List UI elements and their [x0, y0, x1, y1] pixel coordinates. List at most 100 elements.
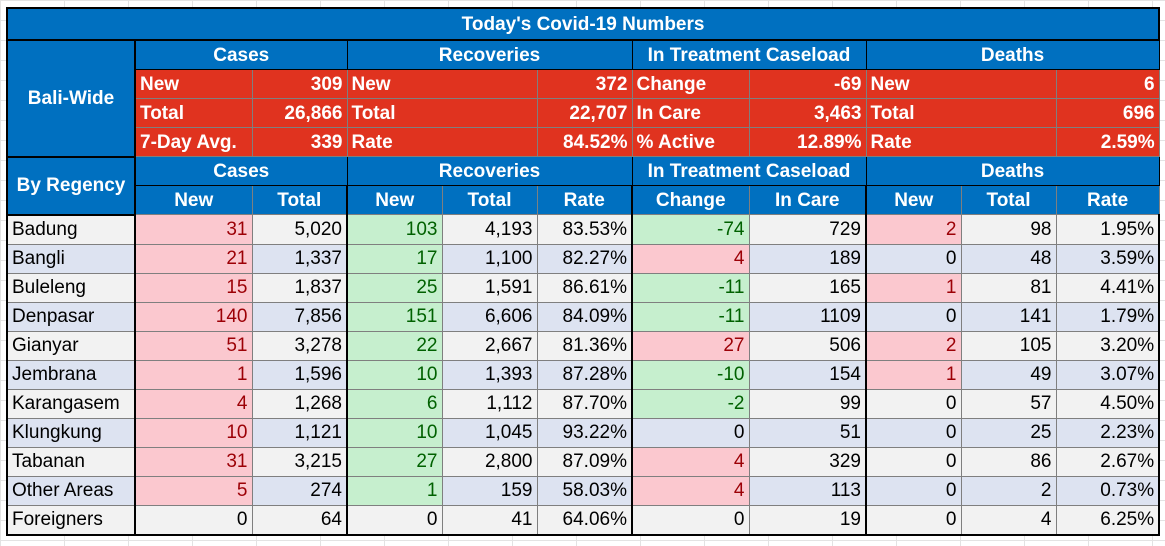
table-row: Bangli 21 1,337 17 1,100 82.27% 4 189 0 48 3.59%	[6, 243, 1161, 274]
table-cell: 0	[631, 417, 750, 448]
regency-name: Buleleng	[6, 272, 136, 303]
table-cell: 1,393	[441, 359, 538, 390]
column-header: New	[346, 185, 443, 215]
table-cell: 21	[134, 243, 253, 274]
cases-header: Cases	[134, 156, 348, 186]
deaths-header: Deaths	[865, 156, 1160, 186]
bali-wide-row: Total 26,866 Total 22,707 In Care 3,463 …	[7, 98, 1160, 128]
table-cell: -11	[631, 272, 750, 303]
covid-numbers-table: Today's Covid-19 Numbers Bali-Wide Cases…	[5, 7, 1161, 536]
table-cell: 2	[865, 330, 962, 361]
table-cell: 58.03%	[536, 475, 633, 506]
table-cell: 1	[865, 272, 962, 303]
cases-header: Cases	[134, 39, 348, 70]
table-cell: 41	[441, 504, 538, 536]
table-cell: 3,215	[251, 446, 348, 477]
table-cell: 86	[960, 446, 1057, 477]
table-cell: 274	[251, 475, 348, 506]
table-cell: 4	[134, 388, 253, 419]
table-cell: 4.41%	[1055, 272, 1161, 303]
bali-cases-label: Total	[134, 98, 253, 128]
table-cell: 51	[134, 330, 253, 361]
table-cell: 2	[865, 214, 962, 245]
column-header: Change	[631, 185, 750, 215]
regency-name: Tabanan	[6, 446, 136, 477]
table-cell: 6,606	[441, 301, 538, 332]
deaths-header: Deaths	[865, 39, 1160, 70]
table-cell: 1	[346, 475, 443, 506]
regency-name: Jembrana	[6, 359, 136, 390]
bali-cases-value: 309	[251, 69, 348, 99]
bali-deaths-value: 2.59%	[1055, 127, 1160, 157]
treatment-header: In Treatment Caseload	[631, 39, 867, 70]
table-cell: 0	[865, 475, 962, 506]
bali-treatment-value: 12.89%	[748, 127, 867, 157]
column-header: Rate	[1055, 185, 1160, 215]
bali-deaths-label: New	[865, 69, 1057, 99]
by-regency-label: By Regency	[6, 155, 136, 216]
table-cell: 81.36%	[536, 330, 633, 361]
table-row: Karangasem 4 1,268 6 1,112 87.70% -2 99 0 57 4.50%	[6, 388, 1161, 419]
table-row: Jembrana 1 1,596 10 1,393 87.28% -10 154 1 49 3.07…	[6, 359, 1161, 390]
table-cell: 0	[865, 504, 962, 536]
bali-deaths-value: 6	[1055, 69, 1160, 99]
table-cell: 2.23%	[1055, 417, 1161, 448]
regency-name: Karangasem	[6, 388, 136, 419]
table-cell: 87.28%	[536, 359, 633, 390]
regency-name: Gianyar	[6, 330, 136, 361]
bali-recoveries-label: New	[346, 69, 538, 99]
bali-treatment-label: % Active	[631, 127, 750, 157]
table-cell: 27	[346, 446, 443, 477]
column-header: Rate	[536, 185, 633, 215]
regency-name: Foreigners	[6, 504, 136, 536]
table-cell: 1,337	[251, 243, 348, 274]
table-cell: 87.70%	[536, 388, 633, 419]
table-cell: 64	[251, 504, 348, 536]
bali-recoveries-value: 22,707	[536, 98, 633, 128]
table-cell: 0	[134, 504, 253, 536]
table-cell: 165	[748, 272, 867, 303]
bali-recoveries-value: 84.52%	[536, 127, 633, 157]
bali-treatment-label: In Care	[631, 98, 750, 128]
table-cell: 17	[346, 243, 443, 274]
table-cell: 103	[346, 214, 443, 245]
bali-cases-label: 7-Day Avg.	[134, 127, 253, 157]
regency-name: Badung	[6, 214, 136, 245]
bali-deaths-label: Total	[865, 98, 1057, 128]
table-cell: 1	[865, 359, 962, 390]
table-cell: 5	[134, 475, 253, 506]
table-cell: 27	[631, 330, 750, 361]
bali-cases-value: 26,866	[251, 98, 348, 128]
table-row: Buleleng 15 1,837 25 1,591 86.61% -11 165 1 81 4.4…	[6, 272, 1161, 303]
table-cell: 141	[960, 301, 1057, 332]
table-cell: 329	[748, 446, 867, 477]
table-cell: 506	[748, 330, 867, 361]
recoveries-header: Recoveries	[346, 39, 633, 70]
table-cell: 82.27%	[536, 243, 633, 274]
table-cell: 2	[960, 475, 1057, 506]
table-cell: 49	[960, 359, 1057, 390]
table-cell: 99	[748, 388, 867, 419]
bali-recoveries-value: 372	[536, 69, 633, 99]
table-cell: 189	[748, 243, 867, 274]
column-header: Total	[441, 185, 538, 215]
table-cell: 3,278	[251, 330, 348, 361]
table-cell: 93.22%	[536, 417, 633, 448]
table-cell: -2	[631, 388, 750, 419]
table-row: Foreigners 0 64 0 41 64.06% 0 19 0 4 6.25%	[6, 504, 1161, 536]
table-cell: 86.61%	[536, 272, 633, 303]
table-cell: 113	[748, 475, 867, 506]
column-header: Total	[960, 185, 1057, 215]
table-row: Gianyar 51 3,278 22 2,667 81.36% 27 506 2 105 3.20…	[6, 330, 1161, 361]
recoveries-header: Recoveries	[346, 156, 633, 186]
table-cell: -10	[631, 359, 750, 390]
table-cell: 10	[134, 417, 253, 448]
bali-cases-label: New	[134, 69, 253, 99]
table-cell: 140	[134, 301, 253, 332]
table-row: Badung 31 5,020 103 4,193 83.53% -74 729 2 98 1.95…	[6, 214, 1161, 245]
regency-name: Klungkung	[6, 417, 136, 448]
table-cell: 10	[346, 359, 443, 390]
table-cell: 98	[960, 214, 1057, 245]
table-cell: 1,121	[251, 417, 348, 448]
table-cell: 57	[960, 388, 1057, 419]
